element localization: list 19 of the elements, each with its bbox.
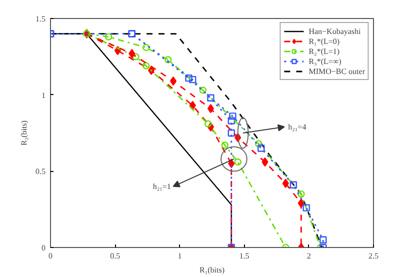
legend-label: R₂*(L=1) [308,46,340,56]
y-tick-label: 1.5 [36,14,46,24]
annotation: h₂₁=4 [288,122,306,132]
y-tick-label: 0.5 [36,167,46,176]
x-tick-label: 0 [48,252,52,260]
legend-label: MIMO−BC outer [308,66,365,76]
x-tick-label: 0.5 [110,252,120,260]
x-tick-label: 2.5 [368,252,378,260]
annotation: h₂₁=1 [152,182,171,191]
y-tick-label: 1 [42,90,46,100]
y-tick-label: 0 [42,244,46,252]
x-axis-title: R₁(bits) [199,266,225,274]
legend-label: Han−Kobayashi [308,26,361,36]
x-tick-label: 1.5 [239,252,250,260]
legend-label: R₃*(L=∞) [308,56,342,66]
x-tick-label: 1 [178,252,182,260]
legend-label: R₁*(L=0) [308,36,340,46]
x-tick-label: 2 [306,252,311,260]
y-axis-title: R₂(bits) [20,120,28,146]
